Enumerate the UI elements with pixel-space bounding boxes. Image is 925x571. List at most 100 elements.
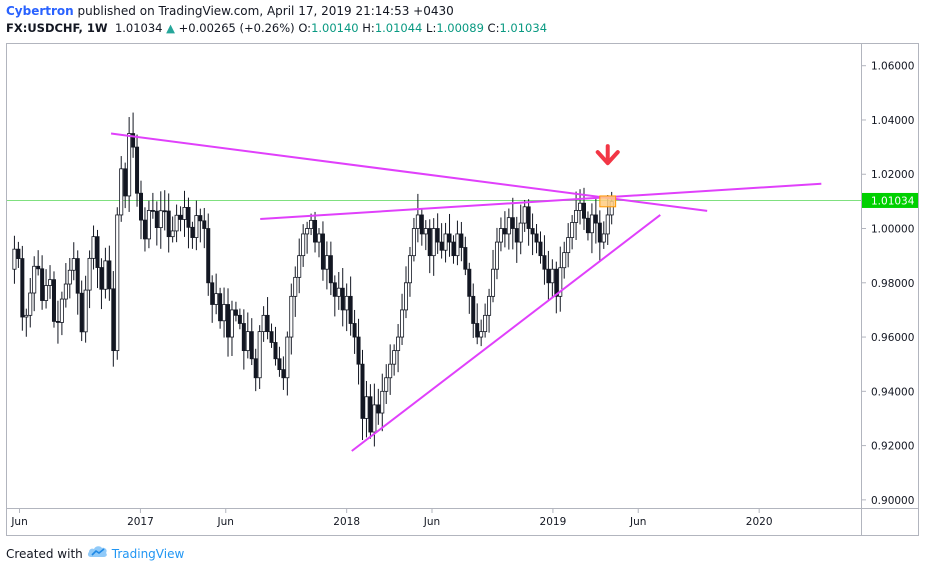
candle	[368, 384, 373, 439]
candle	[538, 231, 543, 264]
candle	[522, 199, 527, 232]
candle	[202, 207, 207, 249]
candle	[502, 211, 507, 248]
candle	[289, 283, 294, 355]
candle	[419, 208, 424, 246]
candle	[526, 199, 531, 246]
candle	[415, 193, 420, 243]
x-tick-label: Jun	[629, 516, 646, 528]
current-price-label: 1.01034	[871, 195, 915, 207]
candle	[233, 301, 238, 322]
x-tick-label: Jun	[217, 516, 234, 528]
candle	[376, 388, 381, 425]
tradingview-link[interactable]: TradingView	[111, 546, 185, 561]
y-tick-label: 0.90000	[871, 495, 914, 507]
x-tick-label: 2019	[540, 516, 567, 528]
candle	[593, 197, 598, 244]
candle	[229, 300, 234, 357]
candle	[28, 277, 33, 328]
candle	[305, 221, 310, 254]
lower-support-line[interactable]	[351, 214, 661, 452]
candle	[439, 223, 444, 259]
candle	[392, 344, 397, 376]
low-label: L:	[426, 21, 437, 35]
candle	[407, 246, 412, 297]
candle	[514, 216, 519, 263]
candle	[423, 220, 428, 251]
candle	[388, 344, 393, 395]
candle	[55, 300, 60, 344]
candle	[324, 241, 329, 290]
candle	[51, 271, 56, 328]
candle	[178, 206, 183, 232]
candle	[491, 249, 496, 303]
candle	[59, 291, 64, 336]
candle	[115, 207, 120, 360]
change-up-icon: ▲	[166, 21, 176, 35]
candle	[265, 297, 270, 340]
candle	[107, 245, 112, 301]
candle	[123, 162, 128, 209]
candle	[400, 293, 405, 345]
candle	[494, 227, 499, 280]
y-tick-label: 1.06000	[871, 61, 914, 73]
candle	[135, 134, 140, 207]
symbol-info-bar: FX:USDCHF, 1W 1.01034 ▲ +0.00265 (+0.26%…	[6, 21, 547, 35]
candle	[589, 203, 594, 254]
candle	[190, 221, 195, 249]
candle	[71, 242, 76, 281]
highlight-zone[interactable]	[599, 195, 617, 208]
candle	[396, 324, 401, 373]
candle	[32, 256, 37, 312]
candle	[404, 266, 409, 319]
candle	[546, 250, 551, 300]
candle	[554, 261, 559, 314]
candle	[91, 225, 96, 270]
candle	[479, 319, 484, 347]
candle	[332, 275, 337, 317]
mid-rising-line[interactable]	[260, 182, 822, 221]
candle	[269, 323, 274, 348]
candle	[467, 262, 472, 314]
upper-resistance-line[interactable]	[110, 132, 708, 212]
x-tick-label: 2020	[746, 516, 773, 528]
candle	[360, 349, 365, 440]
candle	[186, 197, 191, 249]
candle	[162, 190, 167, 231]
candle	[150, 192, 155, 219]
y-tick-label: 0.98000	[871, 278, 914, 290]
candle	[16, 241, 21, 268]
y-tick-label: 0.92000	[871, 441, 914, 453]
candle	[285, 331, 290, 396]
plot-frame	[6, 43, 919, 536]
candle	[95, 229, 100, 289]
candle	[131, 112, 136, 158]
down-arrow-icon[interactable]	[595, 144, 620, 166]
candle	[530, 213, 535, 256]
candle	[75, 250, 80, 315]
candle	[498, 217, 503, 252]
author-name[interactable]: Cybertron	[6, 4, 74, 18]
y-tick-label: 0.96000	[871, 332, 914, 344]
open-label: O:	[298, 21, 312, 35]
candle	[372, 383, 377, 447]
published-text: published on TradingView.com, April 17, …	[77, 4, 454, 18]
candle	[459, 221, 464, 262]
last-price: 1.01034	[114, 21, 163, 35]
candle	[198, 208, 203, 243]
x-tick-label: 2018	[333, 516, 360, 528]
candle	[241, 309, 246, 370]
candle	[48, 265, 53, 299]
candle	[166, 193, 171, 253]
chart-header-title: Cybertron published on TradingView.com, …	[6, 4, 454, 18]
close-value: 1.01034	[499, 21, 548, 35]
candle	[20, 245, 25, 331]
candle	[218, 287, 223, 329]
candle	[364, 380, 369, 438]
low-value: 1.00089	[436, 21, 484, 35]
candle	[111, 271, 116, 367]
candle	[226, 288, 231, 357]
candle	[309, 213, 314, 236]
candle	[566, 223, 571, 268]
